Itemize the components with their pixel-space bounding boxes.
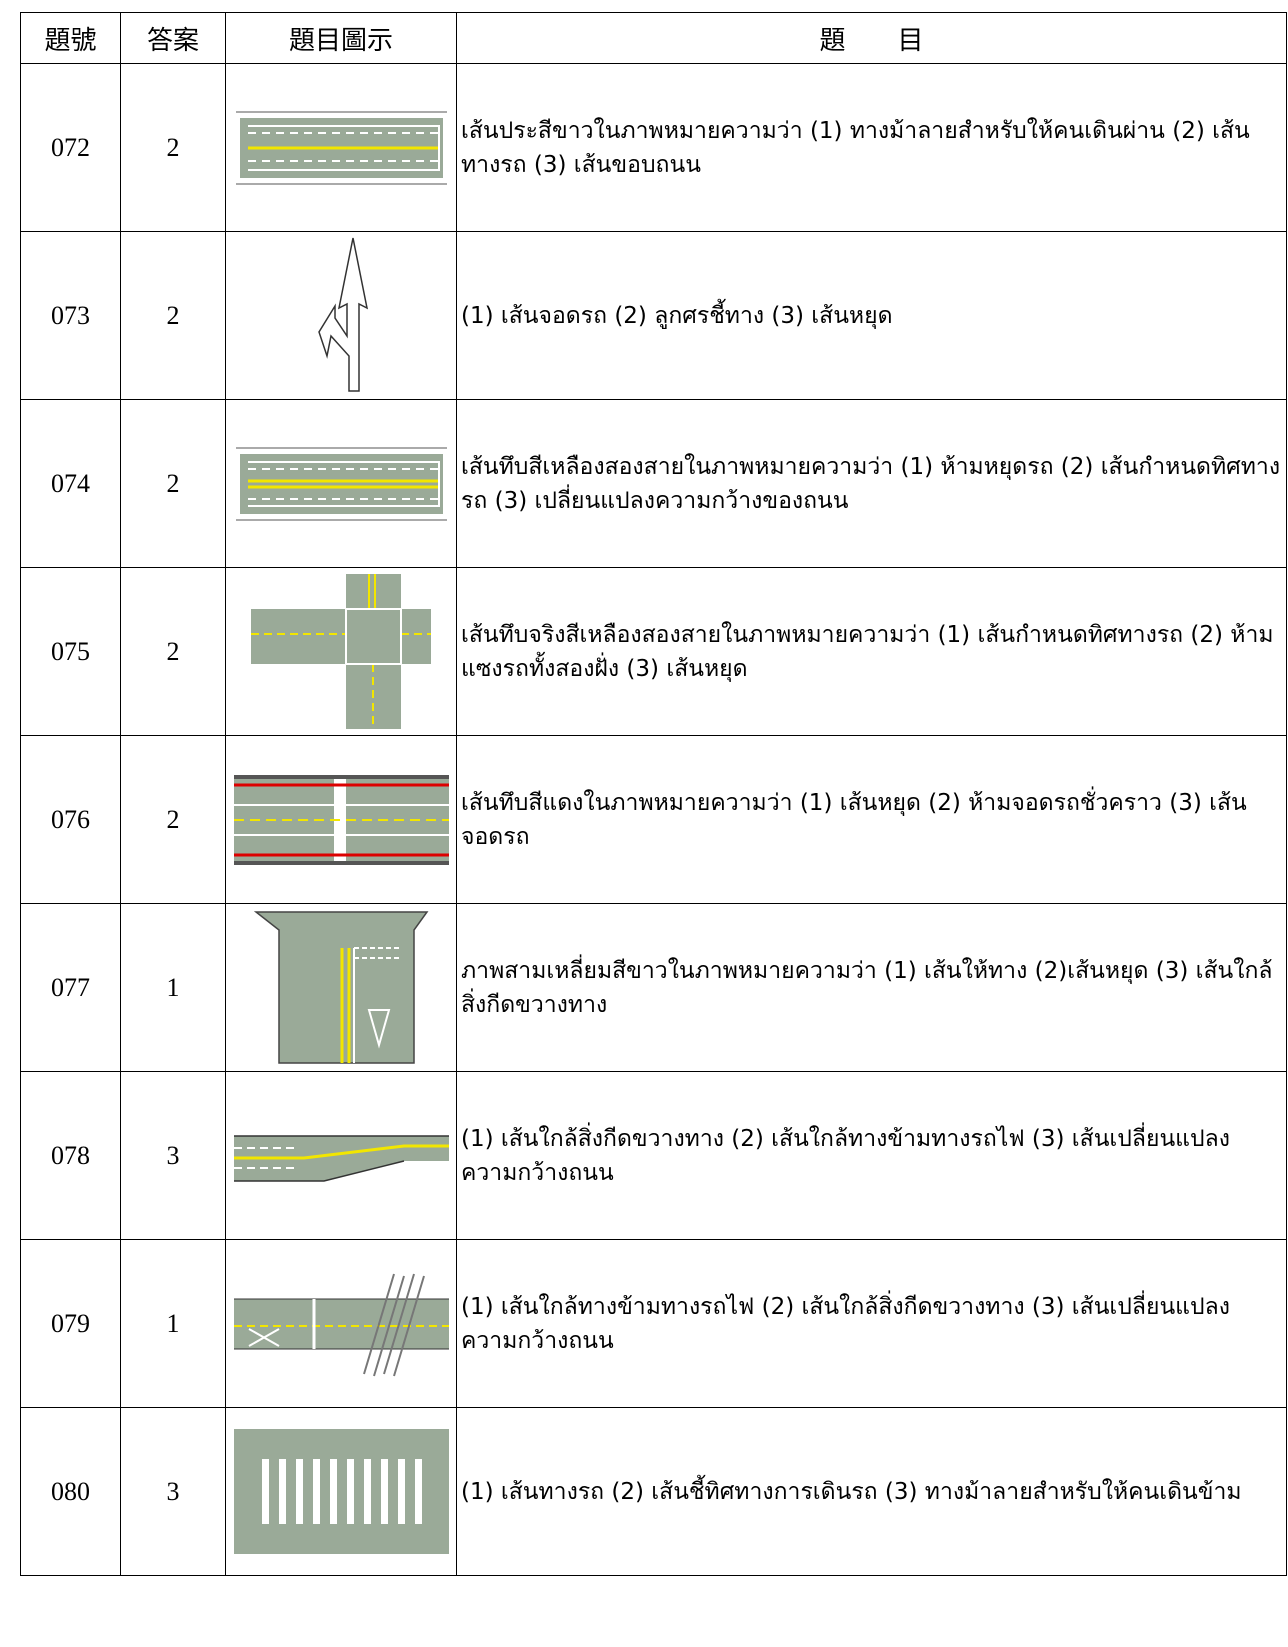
row: 077 1 ภาพสามเหลี่ยมสีขาวในภาพหมายความว่า… [20, 903, 1287, 1072]
row: 079 1 (1) เส้นใกล้ทางข้ามทางรถไฟ (2) เส้… [20, 1239, 1287, 1408]
row: 072 2 เส้นประสีขาวในภาพหมายความว่า (1) ท… [20, 63, 1287, 232]
row: 073 2 (1) เส้นจอดรถ (2) ลูกศรชี้ทาง (3) … [20, 231, 1287, 400]
number: 073 [20, 231, 121, 400]
road-illustration [235, 111, 447, 184]
illustration-cell [225, 1239, 457, 1408]
number: 080 [20, 1407, 121, 1576]
crosswalk-illustration [233, 1429, 449, 1554]
number: 075 [20, 567, 121, 736]
question: เส้นทึบสีเหลืองสองสายในภาพหมายความว่า (1… [456, 399, 1287, 568]
number: 076 [20, 735, 121, 904]
question: (1) เส้นใกล้ทางข้ามทางรถไฟ (2) เส้นใกล้ส… [456, 1239, 1287, 1408]
number: 079 [20, 1239, 121, 1408]
question: เส้นประสีขาวในภาพหมายความว่า (1) ทางม้าล… [456, 63, 1287, 232]
answer: 1 [120, 1239, 226, 1408]
railway-illustration [233, 1273, 449, 1376]
question: (1) เส้นทางรถ (2) เส้นชี้ทิศทางการเดินรถ… [456, 1407, 1287, 1576]
answer: 2 [120, 399, 226, 568]
header-cell: 題目圖示 [225, 12, 457, 64]
answer: 1 [120, 903, 226, 1072]
answer: 2 [120, 63, 226, 232]
answer: 3 [120, 1407, 226, 1576]
number: 078 [20, 1071, 121, 1240]
row: 080 3 (1) เส้นทางรถ (2) เส้นชี้ทิศทางการ… [20, 1407, 1287, 1576]
row: 075 2 เส้นทึบจริงสีเหลืองสองสายในภาพหมาย… [20, 567, 1287, 736]
question-table: 題號 答案 題目圖示 題 目 072 2 เส้นประสีขาวในภาพหม… [20, 12, 1287, 1576]
number: 077 [20, 903, 121, 1072]
row: 076 2 เส้นทึบสีแดงในภาพหมายความว่า (1) เ… [20, 735, 1287, 904]
answer: 3 [120, 1071, 226, 1240]
narrowing-illustration [233, 1134, 449, 1182]
answer: 2 [120, 735, 226, 904]
t-road-illustration [253, 911, 428, 1064]
illustration-cell [225, 1071, 457, 1240]
illustration-cell [225, 231, 457, 400]
illustration-cell [225, 735, 457, 904]
header-cell: 題號 [20, 12, 121, 64]
question: ภาพสามเหลี่ยมสีขาวในภาพหมายความว่า (1) เ… [456, 903, 1287, 1072]
illustration-cell [225, 63, 457, 232]
arrow-illustration [318, 237, 369, 392]
illustration-cell [225, 399, 457, 568]
illustration-cell [225, 1407, 457, 1576]
answer: 2 [120, 567, 226, 736]
illustration-cell [225, 903, 457, 1072]
road-illustration [235, 447, 447, 520]
header-row: 題號 答案 題目圖示 題 目 [20, 12, 1287, 64]
number: 072 [20, 63, 121, 232]
question: เส้นทึบจริงสีเหลืองสองสายในภาพหมายความว่… [456, 567, 1287, 736]
row: 078 3 (1) เส้นใกล้สิ่งกีดขวางทาง (2) เส้… [20, 1071, 1287, 1240]
question: เส้นทึบสีแดงในภาพหมายความว่า (1) เส้นหยุ… [456, 735, 1287, 904]
question: (1) เส้นจอดรถ (2) ลูกศรชี้ทาง (3) เส้นหย… [456, 231, 1287, 400]
row: 074 2 เส้นทึบสีเหลืองสองสายในภาพหมายความ… [20, 399, 1287, 568]
header-cell: 題 目 [456, 12, 1287, 64]
answer: 2 [120, 231, 226, 400]
red-line-illustration [233, 774, 449, 865]
illustration-cell [225, 567, 457, 736]
header-cell: 答案 [120, 12, 226, 64]
number: 074 [20, 399, 121, 568]
intersection-illustration [251, 574, 431, 729]
question: (1) เส้นใกล้สิ่งกีดขวางทาง (2) เส้นใกล้ท… [456, 1071, 1287, 1240]
